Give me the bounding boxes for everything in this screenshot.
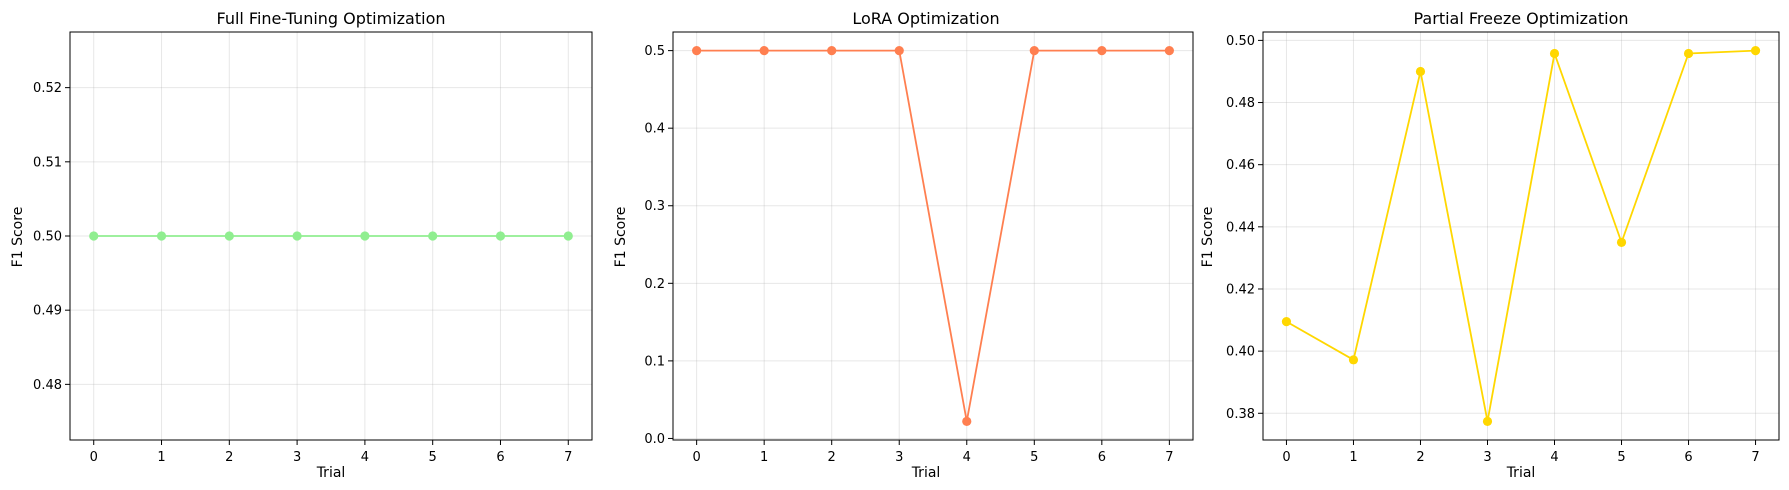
y-tick-label: 0.1 (644, 354, 665, 369)
chart-title: LoRA Optimization (852, 9, 999, 28)
data-point (156, 231, 167, 241)
y-tick-label: 0.48 (33, 378, 62, 393)
data-point (1549, 48, 1560, 59)
plot-frame (672, 31, 1194, 441)
x-tick-label: 4 (361, 450, 369, 465)
data-point (692, 46, 702, 56)
y-tick-label: 0.50 (1226, 34, 1255, 49)
data-point (563, 231, 573, 241)
x-tick-label: 0 (1282, 450, 1290, 465)
data-point (1616, 237, 1627, 247)
y-axis-label: F1 Score (10, 207, 26, 268)
data-point (1415, 66, 1426, 77)
y-tick-label: 0.42 (1226, 282, 1255, 297)
data-point (89, 231, 99, 241)
x-axis-label: Trial (1506, 465, 1536, 481)
x-tick-label: 7 (564, 450, 572, 465)
x-tick-label: 2 (225, 450, 233, 465)
y-tick-label: 0.49 (33, 304, 62, 319)
x-tick-label: 1 (760, 450, 768, 465)
x-tick-label: 6 (496, 450, 504, 465)
y-axis-label: F1 Score (1200, 207, 1216, 268)
grid (673, 32, 1193, 440)
x-tick-label: 5 (1617, 450, 1625, 465)
panel-lora: LoRA Optimization Trial F1 Score 0 1 2 3 4 5 6… (613, 9, 1194, 481)
data-point (1029, 46, 1039, 56)
x-tick-label: 0 (90, 450, 98, 465)
series-line (696, 49, 1170, 422)
data-point (1164, 46, 1174, 56)
x-tick-label: 5 (429, 450, 437, 465)
x-tick-label: 3 (895, 450, 903, 465)
y-tick-label: 0.50 (33, 230, 62, 245)
data-point (1683, 48, 1694, 59)
y-tick-label: 0.0 (644, 432, 665, 447)
y-tick-label: 0.4 (644, 122, 665, 137)
x-tick-label: 7 (1751, 450, 1759, 465)
y-tick-label: 0.52 (33, 81, 62, 96)
y-tick-label: 0.48 (1226, 96, 1255, 111)
x-tick-label: 6 (1098, 450, 1106, 465)
y-tick-label: 0.5 (644, 44, 665, 59)
x-axis-label: Trial (911, 465, 941, 481)
y-tick-label: 0.51 (33, 155, 62, 170)
data-point (1281, 317, 1292, 327)
x-axis-label: Trial (316, 465, 346, 481)
data-point (1348, 355, 1359, 365)
y-tick-label: 0.46 (1226, 158, 1255, 173)
y-tick-label: 0.38 (1226, 407, 1255, 422)
y-tick-label: 0.40 (1226, 345, 1255, 360)
y-tick-label: 0.44 (1226, 220, 1255, 235)
data-point (1750, 46, 1761, 56)
x-tick-label: 4 (1550, 450, 1558, 465)
y-axis-label: F1 Score (613, 207, 629, 268)
data-point (759, 46, 769, 56)
y-tick-label: 0.3 (644, 199, 665, 214)
chart-title: Full Fine-Tuning Optimization (216, 9, 445, 28)
x-tick-label: 2 (1416, 450, 1424, 465)
data-point (360, 231, 370, 241)
x-tick-label: 7 (1165, 450, 1173, 465)
data-point (1482, 416, 1493, 426)
data-point (428, 231, 438, 241)
x-tick-label: 1 (1349, 450, 1357, 465)
x-tick-label: 3 (1483, 450, 1491, 465)
chart-title: Partial Freeze Optimization (1414, 9, 1629, 28)
data-point (962, 416, 972, 426)
x-tick-label: 2 (828, 450, 836, 465)
x-tick-label: 4 (963, 450, 971, 465)
data-point (827, 46, 837, 56)
data-point (1097, 46, 1107, 56)
panel-full-fine-tuning: Full Fine-Tuning Optimization Trial F1 S… (10, 9, 593, 481)
series-line (1286, 49, 1756, 422)
data-point (894, 46, 904, 56)
data-point (224, 231, 234, 241)
grid (1263, 32, 1779, 440)
x-tick-label: 1 (157, 450, 165, 465)
x-tick-label: 6 (1684, 450, 1692, 465)
x-tick-label: 0 (692, 450, 700, 465)
data-point (495, 231, 506, 241)
x-tick-label: 3 (293, 450, 301, 465)
panel-partial-freeze: Partial Freeze Optimization Trial F1 Sco… (1200, 9, 1780, 481)
y-tick-label: 0.2 (644, 277, 665, 292)
data-point (292, 231, 302, 241)
x-tick-label: 5 (1030, 450, 1038, 465)
plot-frame (1262, 31, 1780, 441)
